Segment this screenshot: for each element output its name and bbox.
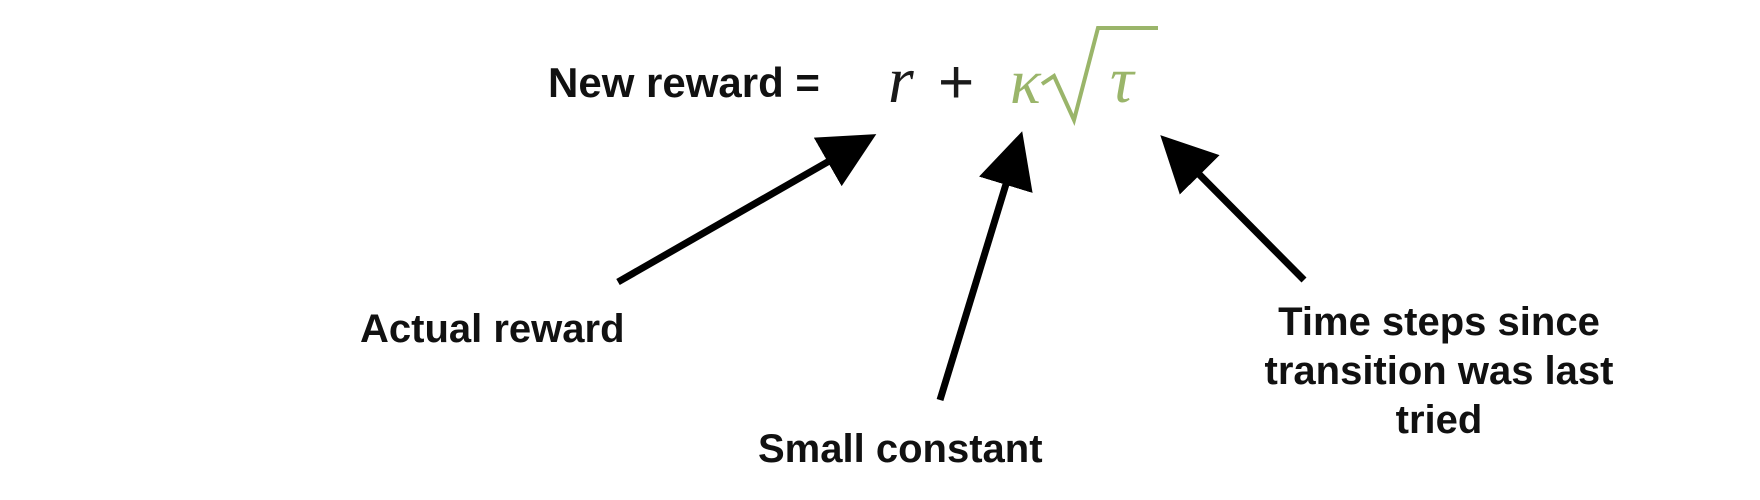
square-root-icon — [1040, 26, 1158, 126]
plus-operator: + — [938, 48, 975, 117]
formula-label: New reward = — [548, 59, 820, 106]
reward-variable-r: r — [888, 44, 914, 117]
kappa-constant: κ — [1010, 46, 1041, 117]
tau-variable: τ — [1110, 44, 1134, 117]
small-constant-label: Small constant — [758, 427, 1043, 471]
arrow-small-constant — [936, 131, 1033, 402]
actual-reward-label: Actual reward — [360, 307, 625, 351]
time-steps-label: Time steps since transition was last tri… — [1264, 300, 1614, 442]
arrow-actual-reward — [616, 134, 877, 286]
arrow-time-steps — [1160, 135, 1307, 283]
square-root-radical — [1040, 26, 1158, 126]
